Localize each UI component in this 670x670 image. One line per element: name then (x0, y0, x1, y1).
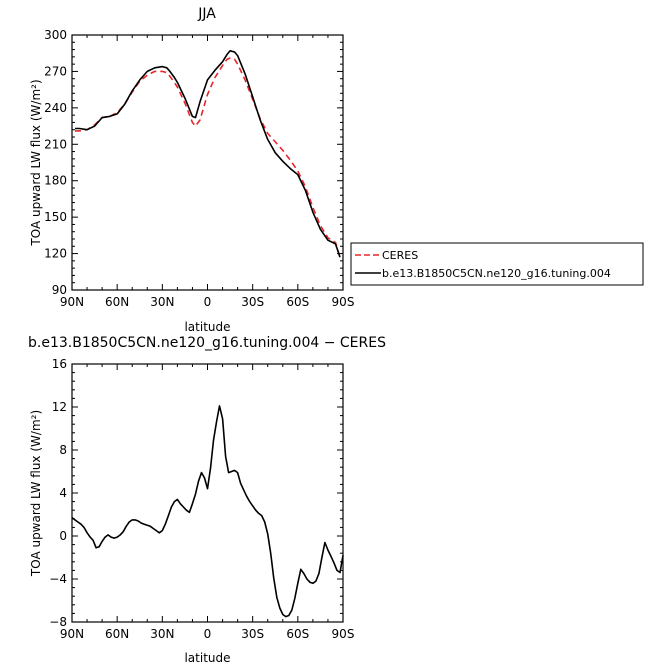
y-tick-label: 8 (59, 443, 67, 457)
y-tick-label: 300 (44, 28, 67, 42)
x-tick-label: 60S (286, 627, 309, 641)
top-panel-flux-chart: JJA 90N 60N 30N 0 30S 60S 90S 90 120 150 180 210 240 2… (29, 6, 644, 334)
x-tick-label: 90S (332, 295, 355, 309)
plot-frame (71, 363, 344, 623)
y-tick-label: −8 (49, 615, 67, 629)
chart-title: JJA (197, 6, 216, 22)
y-tick-label: −4 (49, 572, 67, 586)
plot-frame (71, 34, 344, 291)
x-tick-label: 30S (241, 295, 264, 309)
x-tick-label: 90S (332, 627, 355, 641)
x-tick-label: 0 (204, 295, 212, 309)
x-tick-label: 60S (286, 295, 309, 309)
x-tick-label: 60N (105, 627, 129, 641)
chart-title: b.e13.B1850C5CN.ne120_g16.tuning.004 − C… (28, 335, 386, 351)
legend-entry-label: b.e13.B1850C5CN.ne120_g16.tuning.004 (382, 267, 611, 280)
y-tick-label: 210 (44, 137, 67, 151)
x-axis-label: latitude (184, 320, 230, 334)
y-tick-label: 16 (52, 357, 67, 371)
y-axis-label: TOA upward LW flux (W/m²) (29, 79, 43, 246)
x-tick-label: 30N (150, 295, 174, 309)
series-line-2 (75, 49, 341, 258)
x-tick-label: 30N (150, 627, 174, 641)
y-tick-label: 0 (59, 529, 67, 543)
series-line-1 (71, 405, 344, 618)
y-tick-label: 12 (52, 400, 67, 414)
y-tick-label: 90 (52, 283, 67, 297)
x-tick-label: 0 (204, 627, 212, 641)
bottom-panel-difference-chart: b.e13.B1850C5CN.ne120_g16.tuning.004 − C… (28, 335, 386, 665)
y-tick-label: 150 (44, 210, 67, 224)
x-tick-label: 90N (60, 627, 84, 641)
y-tick-label: 4 (59, 486, 67, 500)
y-tick-label: 240 (44, 101, 67, 115)
y-tick-label: 180 (44, 174, 67, 188)
legend-entry-label: CERES (382, 249, 418, 262)
y-tick-label: 120 (44, 247, 67, 261)
y-tick-label: 270 (44, 64, 67, 78)
series-line-1 (75, 57, 341, 258)
x-tick-label: 60N (105, 295, 129, 309)
x-tick-label: 30S (241, 627, 264, 641)
y-axis-label: TOA upward LW flux (W/m²) (29, 410, 43, 577)
legend-box (350, 242, 644, 286)
x-axis-label: latitude (184, 651, 230, 665)
x-tick-label: 90N (60, 295, 84, 309)
